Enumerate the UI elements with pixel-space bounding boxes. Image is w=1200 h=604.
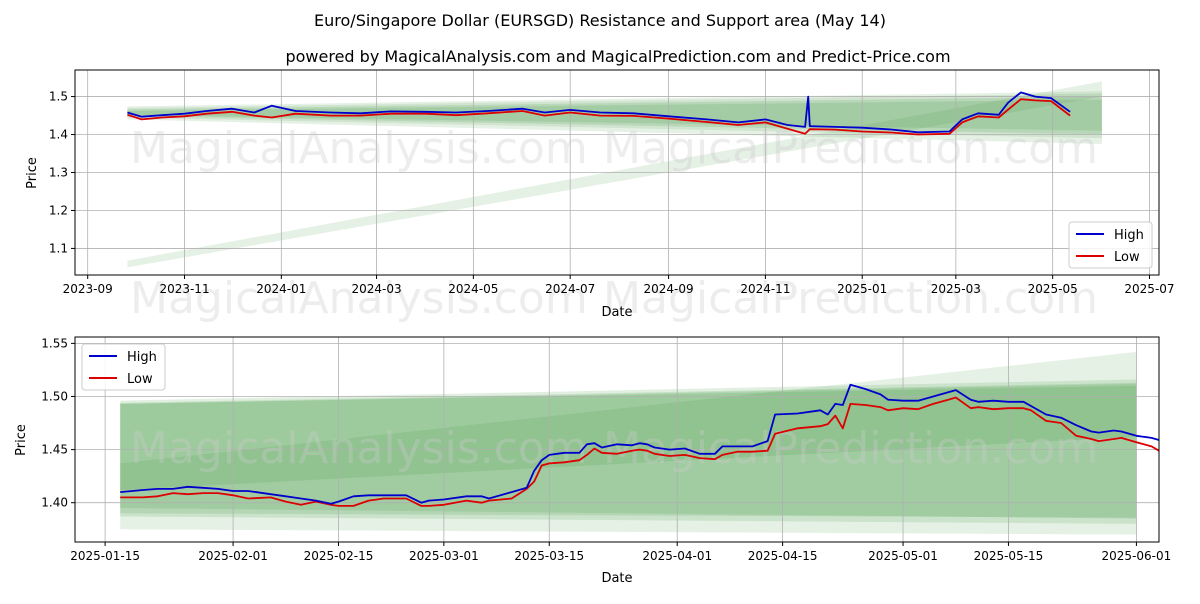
y-axis-ticks: 1.40 1.45 1.50 1.55 xyxy=(41,336,75,510)
x-tick-label: 2025-02-15 xyxy=(304,549,374,563)
y-tick-label: 1.45 xyxy=(41,443,68,457)
y-tick-label: 1.55 xyxy=(41,336,68,350)
panel-recent-zoom: MagicalAnalysis.com MagicalPrediction.co… xyxy=(14,336,1171,586)
series-high-line xyxy=(127,91,1071,134)
chart-title: Euro/Singapore Dollar (EURSGD) Resistanc… xyxy=(314,11,886,30)
legend: High Low xyxy=(1068,221,1153,269)
x-tick-label: 2024-03 xyxy=(351,282,401,296)
x-axis-label: Date xyxy=(601,571,632,586)
x-tick-label: 2025-07 xyxy=(1124,282,1174,296)
x-tick-label: 2024-09 xyxy=(644,282,694,296)
band-1 xyxy=(120,382,1137,518)
y-tick-label: 1.50 xyxy=(41,389,68,403)
series-low-line xyxy=(120,396,1160,507)
legend: High Low xyxy=(81,343,166,391)
price-series xyxy=(120,383,1160,507)
watermark-analysis: MagicalAnalysis.com xyxy=(130,273,588,324)
x-tick-label: 2024-11 xyxy=(740,282,790,296)
band-3 xyxy=(120,383,1137,490)
legend-low-label: Low xyxy=(1114,250,1140,265)
y-tick-label: 1.3 xyxy=(49,166,68,180)
x-tick-label: 2023-09 xyxy=(63,282,113,296)
watermarks: MagicalAnalysis.com MagicalPrediction.co… xyxy=(130,423,1098,474)
x-tick-label: 2023-11 xyxy=(159,282,209,296)
x-tick-label: 2025-05-15 xyxy=(974,549,1044,563)
x-tick-label: 2025-05-01 xyxy=(868,549,938,563)
x-tick-label: 2025-04-15 xyxy=(748,549,818,563)
x-axis-ticks: 2023-09 2023-11 2024-01 2024-03 2024-05 2024-… xyxy=(63,275,1175,296)
legend-low-label: Low xyxy=(127,372,153,387)
series-high-line xyxy=(120,383,1160,505)
x-tick-label: 2025-03-01 xyxy=(409,549,479,563)
x-axis-ticks: 2025-01-15 2025-02-01 2025-02-15 2025-03-01… xyxy=(70,542,1171,563)
y-tick-label: 1.4 xyxy=(49,128,68,142)
x-tick-label: 2025-03-15 xyxy=(514,549,584,563)
band-4 xyxy=(120,351,1137,535)
y-axis-label: Price xyxy=(25,157,40,189)
watermark-prediction: MagicalPrediction.com xyxy=(603,273,1098,324)
panel-full-history: MagicalAnalysis.com MagicalPrediction.co… xyxy=(25,69,1175,324)
x-axis-label: Date xyxy=(601,305,632,320)
x-tick-label: 2025-04-01 xyxy=(642,549,712,563)
watermark-analysis: MagicalAnalysis.com xyxy=(130,123,588,174)
x-tick-label: 2025-02-01 xyxy=(198,549,268,563)
legend-high-label: High xyxy=(1114,228,1144,243)
watermark-analysis: MagicalAnalysis.com xyxy=(130,423,588,474)
price-series xyxy=(127,91,1071,136)
grid-lines xyxy=(75,337,1159,542)
x-tick-label: 2025-03 xyxy=(931,282,981,296)
y-tick-label: 1.2 xyxy=(49,203,68,217)
y-axis-ticks: 1.1 1.2 1.3 1.4 1.5 xyxy=(49,90,75,255)
y-tick-label: 1.1 xyxy=(49,241,68,255)
plot-frame xyxy=(74,336,1160,543)
y-axis-label: Price xyxy=(14,424,29,456)
y-tick-label: 1.5 xyxy=(49,90,68,104)
x-tick-label: 2025-01-15 xyxy=(70,549,140,563)
x-tick-label: 2024-05 xyxy=(448,282,498,296)
x-tick-label: 2025-06-01 xyxy=(1102,549,1172,563)
watermarks: MagicalAnalysis.com MagicalPrediction.co… xyxy=(130,123,1098,324)
x-tick-label: 2024-01 xyxy=(256,282,306,296)
series-low-line xyxy=(127,98,1071,136)
legend-high-label: High xyxy=(127,350,157,365)
x-tick-label: 2025-01 xyxy=(837,282,887,296)
y-tick-label: 1.40 xyxy=(41,496,68,510)
x-tick-label: 2024-07 xyxy=(545,282,595,296)
x-tick-label: 2025-05 xyxy=(1028,282,1078,296)
chart-subtitle: powered by MagicalAnalysis.com and Magic… xyxy=(285,47,950,66)
